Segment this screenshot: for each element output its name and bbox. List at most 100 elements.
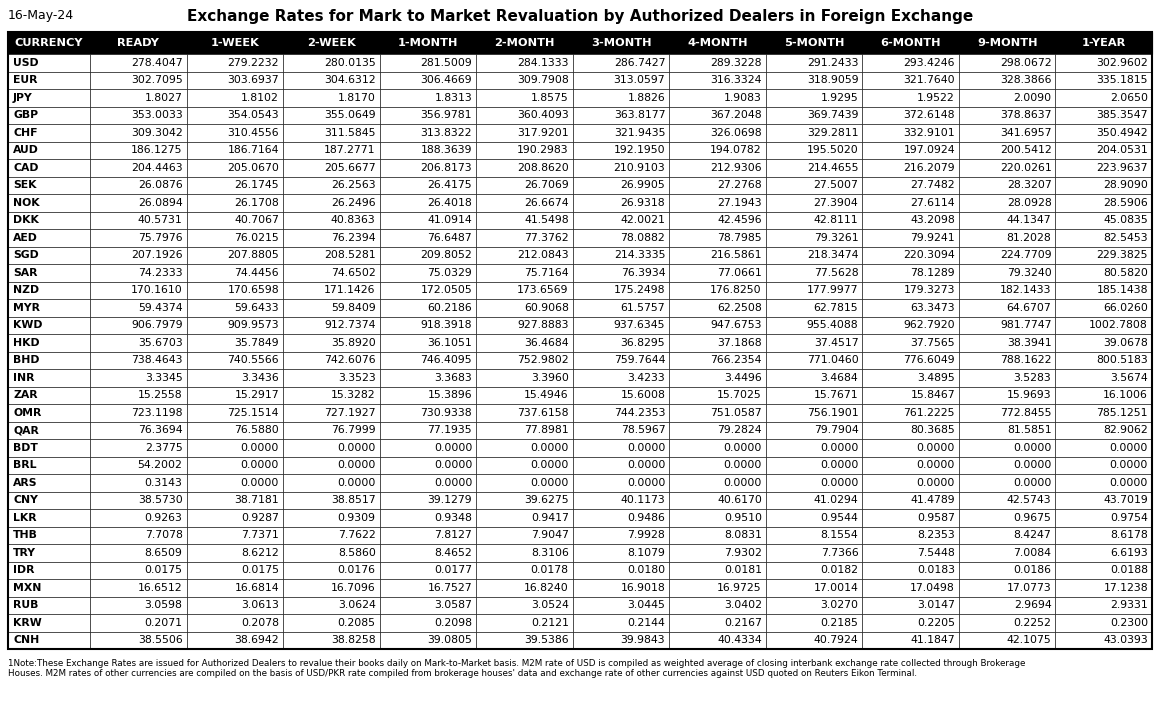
Bar [573, 72, 669, 89]
Bar [187, 282, 283, 299]
Text: 309.7908: 309.7908 [517, 75, 568, 85]
Text: 3.0402: 3.0402 [724, 600, 762, 610]
Text: 0.9544: 0.9544 [820, 513, 858, 523]
Text: 41.1847: 41.1847 [911, 635, 955, 645]
Bar [959, 316, 1056, 334]
Text: 289.3228: 289.3228 [710, 58, 762, 67]
Bar [8, 107, 90, 124]
Bar [379, 369, 477, 386]
Text: 204.0531: 204.0531 [1096, 146, 1148, 156]
Text: 17.0014: 17.0014 [813, 583, 858, 593]
Bar [90, 107, 187, 124]
Text: 0.0000: 0.0000 [530, 478, 568, 488]
Bar [862, 632, 959, 649]
Text: 7.5448: 7.5448 [918, 548, 955, 558]
Text: 16.9725: 16.9725 [717, 583, 762, 593]
Text: 26.4175: 26.4175 [428, 180, 472, 190]
Text: 27.1943: 27.1943 [717, 198, 762, 208]
Text: GBP: GBP [13, 110, 38, 120]
Text: 63.3473: 63.3473 [911, 303, 955, 313]
Text: 350.4942: 350.4942 [1096, 128, 1148, 138]
Text: 16.7527: 16.7527 [428, 583, 472, 593]
Bar [669, 544, 766, 561]
Bar [669, 194, 766, 212]
Text: 785.1251: 785.1251 [1096, 408, 1148, 418]
Text: 8.4652: 8.4652 [435, 548, 472, 558]
Bar [379, 561, 477, 579]
Text: HKD: HKD [13, 338, 39, 348]
Bar [669, 561, 766, 579]
Bar [187, 107, 283, 124]
Bar [283, 247, 379, 264]
Bar [283, 176, 379, 194]
Text: 45.0835: 45.0835 [1103, 215, 1148, 225]
Text: 1.8313: 1.8313 [435, 92, 472, 103]
Bar [669, 229, 766, 247]
Bar [8, 561, 90, 579]
Bar [1056, 491, 1152, 509]
Text: 1-YEAR: 1-YEAR [1081, 38, 1126, 48]
Text: 766.2354: 766.2354 [710, 355, 762, 365]
Bar [766, 54, 862, 72]
Text: 37.1868: 37.1868 [717, 338, 762, 348]
Bar [379, 334, 477, 351]
Bar [477, 194, 573, 212]
Text: 40.1173: 40.1173 [621, 495, 666, 505]
Bar [862, 89, 959, 107]
Bar [1056, 212, 1152, 229]
Bar [959, 457, 1056, 474]
Text: 0.0000: 0.0000 [1013, 460, 1051, 470]
Bar [862, 404, 959, 422]
Text: 0.3143: 0.3143 [145, 478, 182, 488]
Bar [959, 334, 1056, 351]
Text: 725.1514: 725.1514 [227, 408, 280, 418]
Text: 43.0393: 43.0393 [1103, 635, 1148, 645]
Text: 309.3042: 309.3042 [131, 128, 182, 138]
Text: 16.8240: 16.8240 [524, 583, 568, 593]
Text: 209.8052: 209.8052 [420, 250, 472, 260]
Bar [766, 176, 862, 194]
Text: 1.8102: 1.8102 [241, 92, 280, 103]
Text: 54.2002: 54.2002 [138, 460, 182, 470]
Text: 79.9241: 79.9241 [911, 233, 955, 243]
Text: 280.0135: 280.0135 [324, 58, 376, 67]
Bar [477, 334, 573, 351]
Bar [669, 579, 766, 597]
Text: 0.9486: 0.9486 [628, 513, 666, 523]
Bar [1056, 247, 1152, 264]
Bar [669, 159, 766, 176]
Bar [766, 474, 862, 491]
Text: 2.9331: 2.9331 [1110, 600, 1148, 610]
Text: 360.4093: 360.4093 [517, 110, 568, 120]
Bar [766, 597, 862, 614]
Bar [477, 614, 573, 632]
Text: 41.0294: 41.0294 [813, 495, 858, 505]
Bar [669, 369, 766, 386]
Text: 3-MONTH: 3-MONTH [590, 38, 651, 48]
Text: 42.0021: 42.0021 [621, 215, 666, 225]
Text: 26.7069: 26.7069 [524, 180, 568, 190]
Text: 38.6942: 38.6942 [234, 635, 280, 645]
Bar [959, 176, 1056, 194]
Text: 171.1426: 171.1426 [324, 285, 376, 295]
Bar [283, 632, 379, 649]
Text: 1.8826: 1.8826 [628, 92, 666, 103]
Bar [379, 89, 477, 107]
Bar [669, 264, 766, 282]
Text: 0.0183: 0.0183 [916, 565, 955, 575]
Bar [1056, 386, 1152, 404]
Text: 3.3960: 3.3960 [531, 373, 568, 383]
Text: 188.3639: 188.3639 [421, 146, 472, 156]
Bar [8, 597, 90, 614]
Text: 937.6345: 937.6345 [614, 320, 666, 331]
Text: 78.5967: 78.5967 [621, 425, 666, 435]
Bar [862, 544, 959, 561]
Bar [90, 212, 187, 229]
Text: THB: THB [13, 531, 38, 540]
Bar [669, 54, 766, 72]
Bar [959, 141, 1056, 159]
Bar [766, 351, 862, 369]
Bar [8, 457, 90, 474]
Text: 192.1950: 192.1950 [614, 146, 666, 156]
Text: 955.4088: 955.4088 [806, 320, 858, 331]
